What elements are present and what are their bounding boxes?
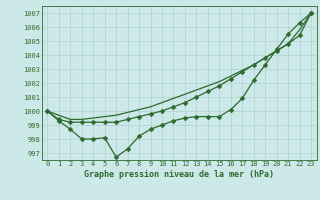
X-axis label: Graphe pression niveau de la mer (hPa): Graphe pression niveau de la mer (hPa) — [84, 170, 274, 179]
